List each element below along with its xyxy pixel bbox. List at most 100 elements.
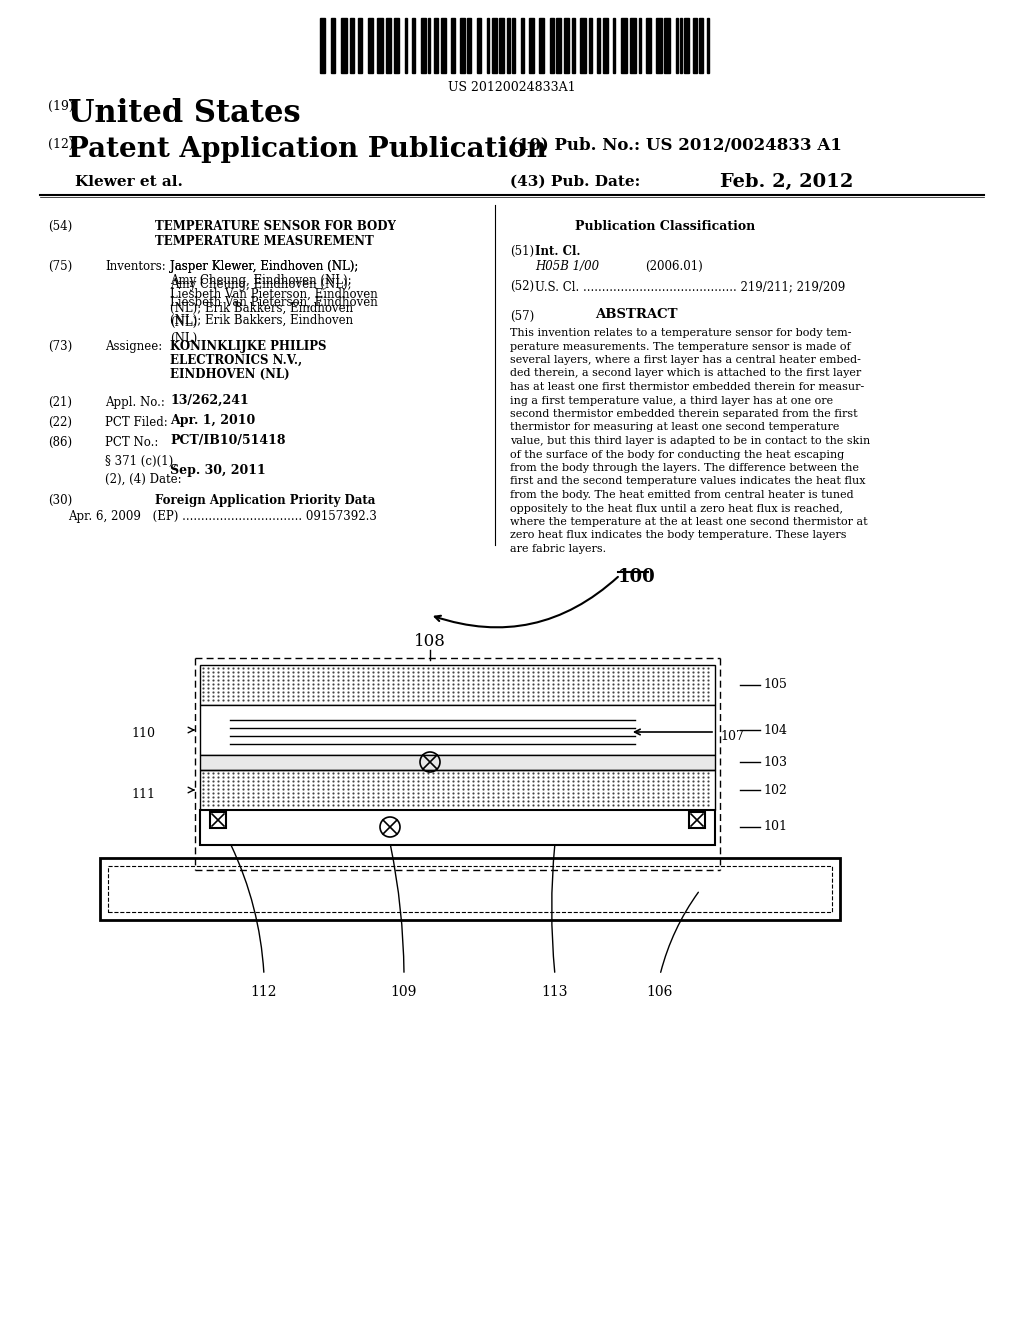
Text: U.S. Cl. ......................................... 219/211; 219/209: U.S. Cl. ...............................… [535, 280, 845, 293]
Text: Inventors:: Inventors: [105, 260, 166, 273]
Text: 112: 112 [251, 985, 278, 999]
Text: (43) Pub. Date:: (43) Pub. Date: [510, 176, 640, 189]
Bar [108, 866, 831, 912]
Text: TEMPERATURE SENSOR FOR BODY
TEMPERATURE MEASUREMENT: TEMPERATURE SENSOR FOR BODY TEMPERATURE … [155, 220, 396, 248]
Bar [646, 18, 651, 73]
Text: 108: 108 [414, 634, 445, 649]
Text: KONINKLIJKE PHILIPS: KONINKLIJKE PHILIPS [170, 341, 327, 352]
Bar [434, 18, 438, 73]
Bar [467, 18, 471, 73]
Text: 103: 103 [763, 755, 787, 768]
Bar [319, 18, 325, 73]
Text: oppositely to the heat flux until a zero heat flux is reached,: oppositely to the heat flux until a zero… [510, 503, 843, 513]
Bar [684, 18, 689, 73]
Text: (86): (86) [48, 436, 72, 449]
Text: Jasper Klewer, Eindhoven (NL);: Jasper Klewer, Eindhoven (NL); [170, 260, 358, 273]
Text: Assignee:: Assignee: [105, 341, 162, 352]
Text: Foreign Application Priority Data: Foreign Application Priority Data [155, 494, 376, 507]
Bar [630, 18, 636, 73]
Text: zero heat flux indicates the body temperature. These layers: zero heat flux indicates the body temper… [510, 531, 847, 540]
Text: (30): (30) [48, 494, 73, 507]
Bar [499, 18, 504, 73]
Text: Feb. 2, 2012: Feb. 2, 2012 [720, 173, 853, 191]
Bar [680, 18, 682, 73]
Bar [460, 18, 465, 73]
Bar [603, 18, 608, 73]
Bar [368, 18, 373, 73]
Text: ded therein, a second layer which is attached to the first layer: ded therein, a second layer which is att… [510, 368, 861, 379]
Bar [441, 18, 446, 73]
Text: Liesbeth Van Pieterson, Eindhoven: Liesbeth Van Pieterson, Eindhoven [170, 288, 378, 301]
Text: (73): (73) [48, 341, 73, 352]
Bar [200, 770, 715, 810]
Bar [487, 18, 489, 73]
Bar [350, 18, 354, 73]
Text: Apr. 1, 2010: Apr. 1, 2010 [170, 414, 255, 426]
Bar [580, 18, 586, 73]
Bar [693, 18, 697, 73]
Text: are fabric layers.: are fabric layers. [510, 544, 606, 554]
Text: Apr. 6, 2009 (EP) ................................ 09157392.3: Apr. 6, 2009 (EP) ......................… [68, 510, 377, 523]
Bar [428, 18, 430, 73]
Text: has at least one first thermistor embedded therein for measur-: has at least one first thermistor embedd… [510, 381, 864, 392]
Text: (54): (54) [48, 220, 73, 234]
Bar [507, 18, 510, 73]
Text: (22): (22) [48, 416, 72, 429]
Text: (NL); Erik Bakkers, Eindhoven: (NL); Erik Bakkers, Eindhoven [170, 302, 353, 315]
Bar [521, 18, 524, 73]
Bar [421, 18, 426, 73]
Bar [200, 665, 715, 705]
Bar [412, 18, 415, 73]
Text: (21): (21) [48, 396, 72, 409]
Text: 100: 100 [618, 568, 655, 586]
Text: (52): (52) [510, 280, 535, 293]
Text: 111: 111 [131, 788, 155, 801]
Bar [656, 18, 662, 73]
Text: (2006.01): (2006.01) [645, 260, 702, 273]
Text: § 371 (c)(1),
(2), (4) Date:: § 371 (c)(1), (2), (4) Date: [105, 455, 181, 486]
Bar [550, 18, 554, 73]
Bar [512, 18, 515, 73]
Text: several layers, where a first layer has a central heater embed-: several layers, where a first layer has … [510, 355, 861, 366]
Bar [689, 812, 705, 828]
Bar [621, 18, 627, 73]
Text: United States: United States [68, 98, 301, 129]
Text: (75): (75) [48, 260, 73, 273]
Text: 104: 104 [763, 723, 787, 737]
Bar [200, 755, 715, 770]
Text: second thermistor embedded therein separated from the first: second thermistor embedded therein separ… [510, 409, 858, 418]
Text: Appl. No.:: Appl. No.: [105, 396, 165, 409]
Bar [707, 18, 709, 73]
Text: Int. Cl.: Int. Cl. [535, 246, 581, 257]
Bar [210, 812, 226, 828]
Bar [358, 18, 362, 73]
Text: from the body through the layers. The difference between the: from the body through the layers. The di… [510, 463, 859, 473]
Text: US 20120024833A1: US 20120024833A1 [449, 81, 575, 94]
Bar [377, 18, 383, 73]
Text: thermistor for measuring at least one second temperature: thermistor for measuring at least one se… [510, 422, 840, 433]
Bar [386, 18, 391, 73]
Bar [664, 18, 670, 73]
Text: Klewer et al.: Klewer et al. [75, 176, 183, 189]
Bar [406, 18, 407, 73]
Bar [539, 18, 544, 73]
Bar [699, 18, 703, 73]
Bar [529, 18, 534, 73]
Text: 107: 107 [720, 730, 743, 743]
Text: H05B 1/00: H05B 1/00 [535, 260, 599, 273]
Text: PCT/IB10/51418: PCT/IB10/51418 [170, 434, 286, 447]
Text: (10) Pub. No.: US 2012/0024833 A1: (10) Pub. No.: US 2012/0024833 A1 [510, 136, 842, 153]
Text: Patent Application Publication: Patent Application Publication [68, 136, 547, 162]
Text: 110: 110 [131, 727, 155, 741]
Text: (19): (19) [48, 100, 74, 114]
Text: (12): (12) [48, 139, 74, 150]
Text: ELECTRONICS N.V.,: ELECTRONICS N.V., [170, 354, 302, 367]
Text: 105: 105 [763, 678, 786, 692]
Text: Sep. 30, 2011: Sep. 30, 2011 [170, 465, 266, 477]
Bar [572, 18, 575, 73]
Text: 109: 109 [391, 985, 417, 999]
Bar [331, 18, 335, 73]
Bar [556, 18, 561, 73]
Text: value, but this third layer is adapted to be in contact to the skin: value, but this third layer is adapted t… [510, 436, 870, 446]
Text: first and the second temperature values indicates the heat flux: first and the second temperature values … [510, 477, 865, 487]
